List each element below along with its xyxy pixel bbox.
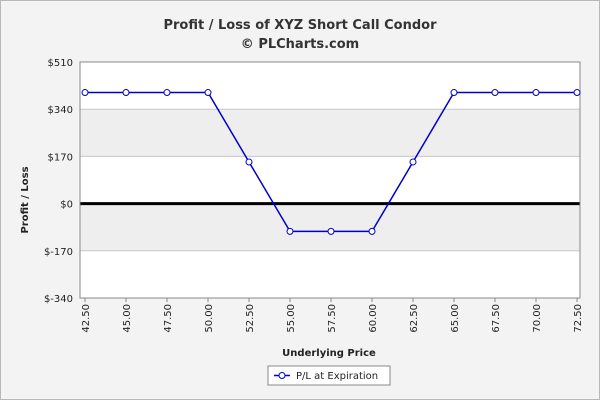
plot-band [80, 250, 580, 298]
data-point [368, 227, 376, 235]
legend: P/L at Expiration [267, 365, 391, 386]
grid-lines [79, 61, 581, 299]
data-point [327, 227, 335, 235]
data-point [532, 89, 540, 97]
x-tick-label: 47.50 [163, 304, 174, 333]
x-tick-label: 60.00 [368, 304, 379, 333]
x-tick-label: 65.00 [450, 304, 461, 333]
y-tick-label: $170 [48, 152, 73, 163]
chart-title: Profit / Loss of XYZ Short Call Condor [163, 18, 437, 33]
x-tick-label: 67.50 [491, 304, 502, 333]
x-tick-label: 70.00 [532, 304, 543, 333]
x-axis-label: Underlying Price [282, 348, 376, 359]
plot-border [79, 61, 581, 299]
y-tick-label: $0 [60, 200, 73, 211]
data-point [286, 227, 294, 235]
x-tick-label: 55.00 [286, 304, 297, 333]
y-tick-label: $-170 [44, 247, 73, 258]
x-tick-label: 72.50 [573, 304, 584, 333]
y-axis-ticks: $510 $340 $170 $0 $-170 $-340 [44, 58, 73, 305]
chart-subtitle: © PLCharts.com [241, 37, 359, 52]
data-point [204, 89, 212, 97]
plot-band [80, 109, 580, 157]
x-tick-label: 50.00 [204, 304, 215, 333]
x-tick-label: 57.50 [327, 304, 338, 333]
data-point [122, 89, 130, 97]
data-point [409, 158, 417, 166]
y-tick-label: $-340 [44, 294, 73, 305]
y-axis-label: Profit / Loss [20, 166, 31, 233]
data-point [163, 89, 171, 97]
x-tick-label: 42.50 [81, 304, 92, 333]
x-tick-label: 52.50 [245, 304, 256, 333]
data-point [245, 158, 253, 166]
x-tick-label: 62.50 [409, 304, 420, 333]
x-tick-label: 45.00 [122, 304, 133, 333]
legend-box [267, 365, 391, 386]
data-point [81, 89, 89, 97]
legend-marker-swatch [278, 372, 286, 379]
data-point [573, 89, 581, 97]
plot-band [80, 156, 580, 204]
legend-label: P/L at Expiration [296, 371, 378, 382]
y-tick-label: $340 [48, 105, 73, 116]
plot-band [80, 203, 580, 251]
plot-band [80, 62, 580, 110]
series-pl-at-expiration [81, 89, 581, 235]
y-tick-label: $510 [48, 58, 73, 69]
plot-area [80, 62, 580, 298]
data-point [450, 89, 458, 97]
data-point [491, 89, 499, 97]
x-axis-ticks: 42.50 45.00 47.50 50.00 52.50 55.00 57.50 60.00… [81, 298, 584, 333]
